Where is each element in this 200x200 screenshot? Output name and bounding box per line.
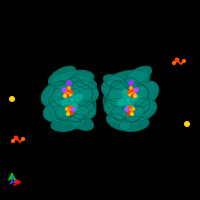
Polygon shape: [106, 70, 150, 90]
Circle shape: [66, 108, 68, 110]
Polygon shape: [102, 80, 128, 102]
Polygon shape: [125, 66, 151, 86]
Circle shape: [22, 138, 24, 140]
Circle shape: [67, 113, 69, 115]
Polygon shape: [41, 81, 71, 107]
Circle shape: [71, 107, 75, 111]
Circle shape: [128, 91, 130, 93]
Circle shape: [12, 140, 14, 142]
Polygon shape: [66, 89, 75, 102]
Polygon shape: [119, 117, 149, 131]
Circle shape: [183, 60, 185, 62]
Polygon shape: [117, 97, 130, 106]
Circle shape: [64, 95, 66, 97]
Circle shape: [132, 95, 134, 97]
Polygon shape: [122, 89, 131, 102]
Polygon shape: [122, 98, 156, 122]
Circle shape: [185, 122, 189, 126]
Circle shape: [66, 95, 68, 97]
Polygon shape: [66, 99, 96, 119]
Circle shape: [62, 88, 66, 92]
Circle shape: [134, 95, 136, 97]
Circle shape: [64, 91, 68, 95]
Polygon shape: [70, 94, 83, 103]
Polygon shape: [108, 82, 148, 108]
Circle shape: [67, 81, 71, 85]
Circle shape: [69, 111, 73, 115]
Polygon shape: [72, 80, 98, 102]
Polygon shape: [55, 104, 89, 122]
Polygon shape: [49, 66, 75, 86]
Circle shape: [69, 106, 71, 108]
Polygon shape: [72, 75, 96, 89]
Circle shape: [134, 88, 138, 92]
Circle shape: [132, 91, 136, 95]
Circle shape: [68, 92, 72, 96]
Polygon shape: [69, 98, 78, 111]
Circle shape: [130, 110, 132, 112]
Circle shape: [129, 106, 131, 108]
Circle shape: [132, 108, 134, 110]
Circle shape: [130, 88, 134, 92]
Polygon shape: [61, 97, 74, 106]
Circle shape: [175, 58, 179, 62]
Polygon shape: [104, 99, 134, 119]
Circle shape: [68, 87, 70, 89]
Polygon shape: [50, 70, 94, 90]
Circle shape: [14, 136, 18, 140]
Polygon shape: [51, 117, 81, 131]
Polygon shape: [111, 104, 145, 122]
Circle shape: [68, 110, 70, 112]
Circle shape: [131, 113, 133, 115]
Circle shape: [10, 97, 14, 101]
Circle shape: [128, 92, 132, 96]
Circle shape: [129, 81, 133, 85]
Circle shape: [130, 87, 132, 89]
Polygon shape: [52, 82, 92, 108]
Polygon shape: [69, 114, 93, 130]
Polygon shape: [125, 98, 134, 111]
Circle shape: [70, 91, 72, 93]
Circle shape: [125, 107, 129, 111]
Polygon shape: [104, 75, 128, 89]
Polygon shape: [126, 94, 139, 103]
Polygon shape: [44, 98, 78, 122]
Polygon shape: [107, 114, 131, 130]
Polygon shape: [129, 81, 159, 107]
Circle shape: [173, 62, 175, 64]
Circle shape: [66, 88, 70, 92]
Circle shape: [127, 111, 131, 115]
